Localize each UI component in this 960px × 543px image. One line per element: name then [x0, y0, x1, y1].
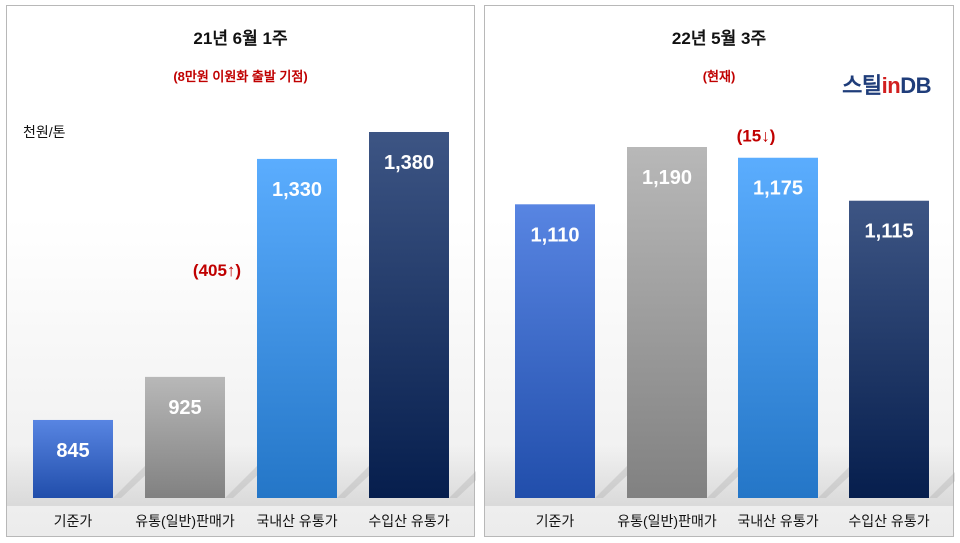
bar-shadow [337, 458, 377, 498]
bar [627, 147, 707, 498]
bar-chart-left: 845 기준가 925 유통(일반)판매가 1,330 국내산 유통가 (405↑) 1,38… [33, 132, 476, 529]
bar-shadow [225, 458, 265, 498]
category-label: 수입산 유통가 [368, 513, 449, 529]
bar-shadow [818, 458, 858, 498]
category-label: 기준가 [54, 513, 93, 529]
unit-label: 천원/톤 [23, 124, 66, 140]
category-label: 유통(일반)판매가 [135, 513, 235, 529]
data-label: 1,190 [642, 167, 692, 189]
bar [369, 132, 449, 498]
chart-subtitle: (8만원 이원화 출발 기점) [173, 69, 308, 84]
data-label: 1,110 [531, 224, 580, 246]
bar [33, 419, 113, 498]
bar [738, 157, 818, 498]
data-label: 845 [56, 440, 89, 462]
category-label: 국내산 유통가 [256, 513, 337, 529]
category-label: 유통(일반)판매가 [617, 513, 717, 529]
bar [257, 158, 337, 499]
change-annotation: (405↑) [193, 261, 241, 280]
bar-shadow [929, 472, 955, 498]
bar-shadow [449, 471, 476, 498]
category-label: 수입산 유통가 [848, 513, 929, 529]
chart-panel-right: 22년 5월 3주 (현재) 스틸inDB 1,110 기준가 1,190 유통(일반… [484, 5, 955, 537]
bar-chart-right: 1,110 기준가 1,190 유통(일반)판매가 1,175 국내산 유통가 (15↓) 1… [515, 127, 955, 529]
chart-panel-left: 21년 6월 1주 (8만원 이원화 출발 기점) 천원/톤 845 기준가 925… [6, 5, 476, 537]
bar [849, 200, 929, 498]
data-label: 1,115 [865, 221, 914, 243]
data-label: 1,330 [272, 179, 322, 201]
chart-title: 22년 5월 3주 [671, 29, 767, 48]
data-label: 925 [168, 397, 201, 419]
bar-shadow [113, 458, 153, 498]
category-label: 국내산 유통가 [737, 513, 818, 529]
steelindb-logo: 스틸inDB [842, 73, 931, 98]
change-annotation: (15↓) [737, 127, 776, 146]
data-label: 1,380 [384, 152, 434, 174]
bar [145, 376, 225, 498]
bar [515, 204, 595, 498]
chart-subtitle: (현재) [702, 69, 736, 84]
bar-shadow [707, 458, 747, 498]
data-label: 1,175 [753, 178, 803, 200]
bar-shadow [595, 458, 635, 498]
category-label: 기준가 [536, 513, 575, 529]
chart-title: 21년 6월 1주 [193, 29, 288, 48]
